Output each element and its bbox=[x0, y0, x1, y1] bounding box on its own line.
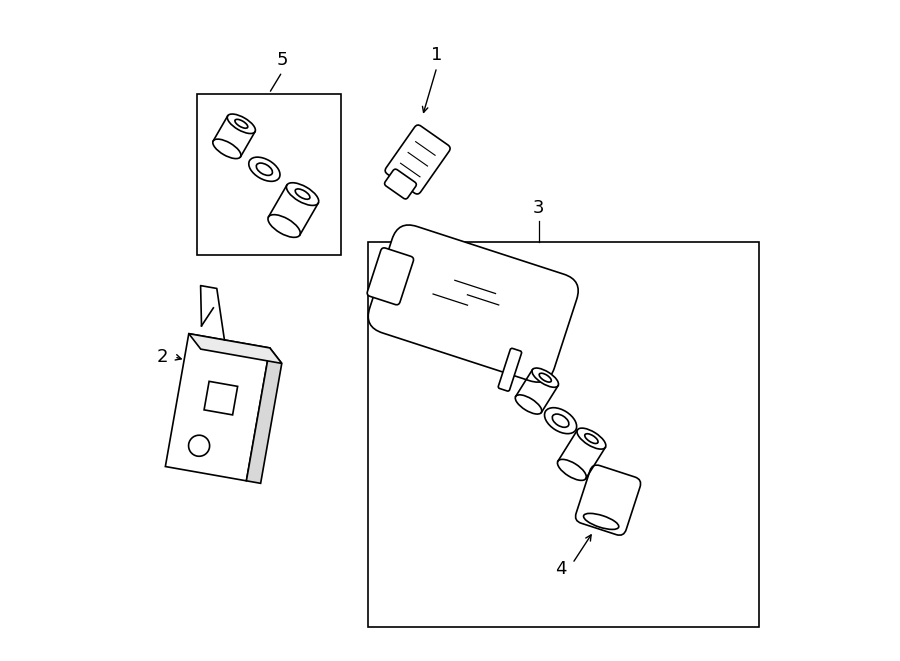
Bar bbox=[166, 334, 270, 481]
Ellipse shape bbox=[577, 428, 606, 449]
FancyBboxPatch shape bbox=[575, 465, 641, 535]
Polygon shape bbox=[189, 334, 282, 364]
FancyBboxPatch shape bbox=[367, 248, 414, 305]
Bar bbox=[196, 94, 341, 254]
Text: 5: 5 bbox=[276, 50, 288, 69]
Text: 3: 3 bbox=[533, 199, 544, 217]
Ellipse shape bbox=[248, 157, 280, 181]
Ellipse shape bbox=[544, 408, 577, 434]
Ellipse shape bbox=[256, 163, 273, 175]
FancyBboxPatch shape bbox=[368, 225, 578, 382]
Bar bbox=[368, 242, 760, 627]
Ellipse shape bbox=[228, 114, 256, 134]
Ellipse shape bbox=[553, 414, 569, 427]
Text: 1: 1 bbox=[431, 46, 443, 64]
Bar bbox=[204, 381, 238, 415]
Circle shape bbox=[189, 435, 210, 456]
Ellipse shape bbox=[286, 182, 319, 206]
Ellipse shape bbox=[585, 434, 598, 444]
FancyBboxPatch shape bbox=[384, 169, 417, 199]
Text: 2: 2 bbox=[157, 348, 168, 366]
FancyBboxPatch shape bbox=[385, 125, 450, 194]
Ellipse shape bbox=[235, 120, 248, 128]
Text: 4: 4 bbox=[554, 560, 566, 578]
Ellipse shape bbox=[539, 373, 552, 382]
FancyBboxPatch shape bbox=[499, 348, 522, 391]
Ellipse shape bbox=[268, 215, 301, 237]
Ellipse shape bbox=[557, 459, 586, 481]
Ellipse shape bbox=[583, 514, 619, 529]
Ellipse shape bbox=[516, 395, 542, 414]
Ellipse shape bbox=[212, 139, 241, 159]
Ellipse shape bbox=[295, 189, 310, 199]
Polygon shape bbox=[247, 348, 282, 483]
Ellipse shape bbox=[532, 368, 559, 387]
